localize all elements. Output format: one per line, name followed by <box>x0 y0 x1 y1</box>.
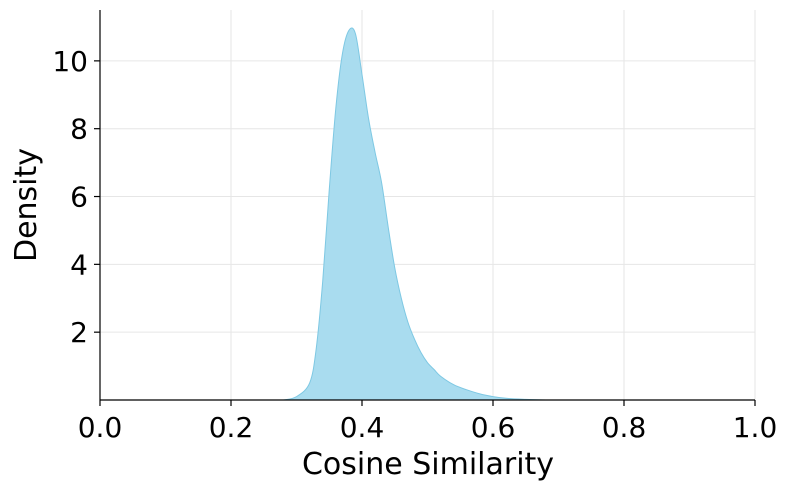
density-area <box>283 27 546 401</box>
x-ticks: 0.0 0.2 0.4 0.6 0.8 1.0 <box>78 400 778 444</box>
x-tick-label: 0.2 <box>209 411 254 444</box>
y-tick-label: 8 <box>70 113 88 146</box>
x-tick-label: 0.0 <box>78 411 123 444</box>
grid <box>100 10 756 400</box>
y-tick-label: 4 <box>70 248 88 281</box>
axes <box>99 10 755 401</box>
x-tick-label: 1.0 <box>733 411 778 444</box>
y-ticks: 2 4 6 8 10 <box>52 45 100 349</box>
y-tick-label: 6 <box>70 181 88 214</box>
x-axis-title: Cosine Similarity <box>302 447 554 482</box>
x-tick-label: 0.8 <box>602 411 647 444</box>
x-tick-label: 0.4 <box>340 411 385 444</box>
y-tick-label: 2 <box>70 316 88 349</box>
y-axis-title: Density <box>9 148 44 262</box>
y-tick-label: 10 <box>52 45 88 78</box>
x-tick-label: 0.6 <box>471 411 516 444</box>
